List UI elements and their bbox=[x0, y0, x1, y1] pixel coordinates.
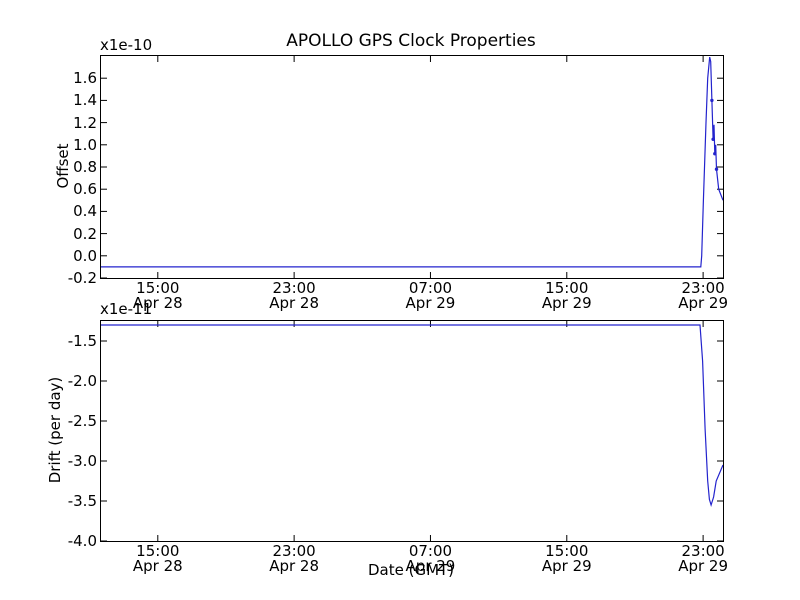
x-tick-time: 23:00 bbox=[272, 542, 316, 560]
y-tick-label: -1.5 bbox=[67, 332, 97, 350]
x-tick-time: 07:00 bbox=[408, 279, 453, 297]
x-tick-time: 23:00 bbox=[681, 279, 725, 297]
offset-y-axis-label: Offset bbox=[54, 143, 72, 189]
y-tick-label: -0.2 bbox=[67, 269, 97, 287]
y-tick-label: 1.6 bbox=[73, 69, 97, 88]
x-tick-label: 15:00 Apr 28 bbox=[116, 281, 200, 310]
x-tick-date: Apr 29 bbox=[678, 293, 729, 312]
x-tick-date: Apr 29 bbox=[678, 556, 729, 575]
y-tick-label: -2.5 bbox=[67, 412, 97, 430]
y-tick-label: -3.5 bbox=[67, 492, 97, 510]
x-tick-label: 07:00 Apr 29 bbox=[388, 281, 472, 310]
x-tick-time: 07:00 bbox=[408, 542, 453, 560]
offset-scale-label: x1e-10 bbox=[100, 36, 153, 54]
x-axis-label: Date (GMT) bbox=[367, 561, 455, 579]
y-tick-label: -3.0 bbox=[67, 452, 97, 470]
x-tick-time: 15:00 bbox=[136, 279, 180, 297]
drift-y-axis-label: Drift (per day) bbox=[46, 376, 64, 484]
x-tick-label: 23:00 Apr 29 bbox=[661, 281, 745, 310]
x-tick-date: Apr 29 bbox=[405, 293, 456, 312]
data-point-marker bbox=[713, 152, 717, 156]
x-tick-date: Apr 28 bbox=[269, 556, 320, 575]
y-tick-label: 0.4 bbox=[73, 202, 97, 221]
data-line-offset bbox=[101, 56, 723, 268]
plot-title: APOLLO GPS Clock Properties bbox=[286, 31, 536, 51]
x-tick-date: Apr 28 bbox=[132, 556, 183, 575]
y-tick-label: 0.8 bbox=[73, 158, 97, 176]
x-tick-label: 23:00 Apr 28 bbox=[252, 544, 336, 573]
offset-plot-area bbox=[101, 56, 723, 278]
x-tick-label: 15:00 Apr 29 bbox=[525, 281, 609, 310]
x-tick-label: 07:00 Apr 29 bbox=[388, 544, 472, 573]
x-tick-time: 15:00 bbox=[545, 279, 589, 297]
x-tick-date: Apr 28 bbox=[269, 293, 320, 312]
x-tick-date: Apr 29 bbox=[405, 556, 456, 575]
y-tick-label: 1.0 bbox=[73, 135, 97, 154]
x-tick-time: 23:00 bbox=[681, 542, 725, 560]
drift-plot-area bbox=[101, 321, 723, 541]
offset-axes: 15:00 Apr 28 23:00 Apr 28 07:00 Apr 29 15:00 Ap… bbox=[68, 55, 728, 310]
x-tick-date: Apr 29 bbox=[541, 293, 592, 312]
y-tick-label: -4.0 bbox=[67, 532, 97, 550]
y-tick-label: 1.2 bbox=[73, 113, 97, 132]
x-tick-date: Apr 28 bbox=[132, 293, 183, 312]
y-tick-label: 0.6 bbox=[73, 180, 97, 199]
data-point-marker bbox=[714, 167, 719, 171]
y-tick-label: 0.2 bbox=[73, 224, 97, 243]
y-tick-label: 1.4 bbox=[73, 91, 97, 110]
x-tick-label: 15:00 Apr 29 bbox=[525, 544, 609, 573]
drift-scale-label: x1e-11 bbox=[100, 300, 153, 318]
x-tick-label: 23:00 Apr 29 bbox=[661, 544, 745, 573]
y-tick-label: 0.0 bbox=[73, 246, 97, 265]
x-tick-time: 15:00 bbox=[136, 542, 180, 560]
x-tick-label: 15:00 Apr 28 bbox=[116, 544, 200, 573]
x-tick-time: 23:00 bbox=[272, 279, 316, 297]
x-tick-time: 15:00 bbox=[545, 542, 589, 560]
y-tick-label: -2.0 bbox=[67, 372, 97, 390]
x-tick-date: Apr 29 bbox=[541, 556, 592, 575]
drift-axes: 15:00 Apr 28 23:00 Apr 28 07:00 Apr 29 15:00 Ap… bbox=[68, 320, 728, 573]
data-point-marker bbox=[710, 98, 714, 103]
data-line-drift bbox=[101, 324, 723, 508]
x-tick-label: 23:00 Apr 28 bbox=[252, 281, 336, 310]
data-point-marker bbox=[711, 137, 715, 141]
